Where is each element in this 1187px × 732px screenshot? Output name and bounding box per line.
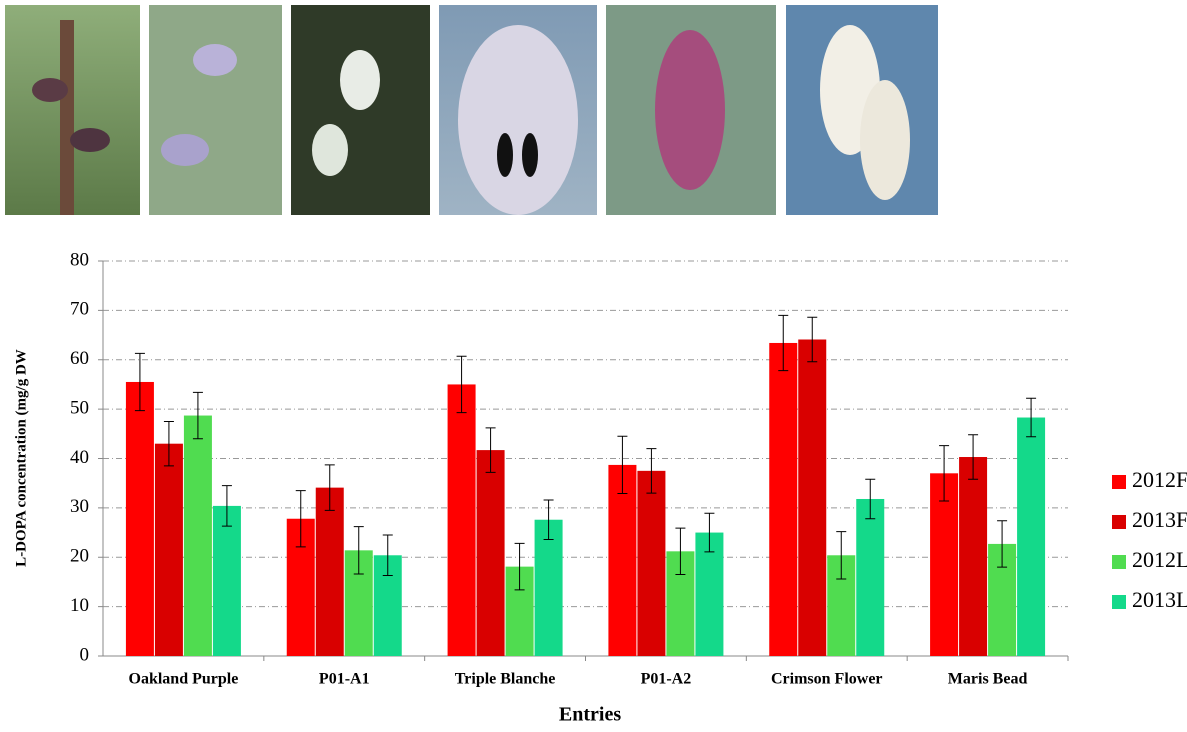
legend-swatch (1112, 475, 1126, 489)
legend-swatch (1112, 595, 1126, 609)
y-tick-label: 10 (70, 595, 89, 616)
bar (535, 520, 563, 656)
photo-flower (340, 50, 380, 110)
bar (448, 384, 476, 656)
bar (856, 499, 884, 656)
photo-stem (60, 20, 74, 215)
bar (477, 450, 505, 656)
bar (798, 340, 826, 656)
figure: L-DOPA concentration (mg/g DW Entries 0 1… (0, 0, 1187, 727)
bar (155, 444, 183, 656)
y-axis-label: L-DOPA concentration (mg/g DW (13, 349, 29, 567)
x-tick-label: Triple Blanche (455, 671, 556, 688)
photo-flower (312, 124, 348, 176)
photo-petal (458, 25, 578, 215)
photo-spot (497, 133, 513, 177)
photo-flower (161, 134, 209, 166)
legend-swatch (1112, 515, 1126, 529)
legend-label: 2013F (1132, 507, 1187, 532)
bar (637, 471, 665, 656)
y-tick-label: 70 (70, 299, 89, 320)
photo-petal (860, 80, 910, 200)
photo-flower (193, 44, 237, 76)
x-tick-label: Oakland Purple (129, 671, 239, 688)
y-tick-label: 40 (70, 447, 89, 468)
bar (959, 457, 987, 656)
x-tick-label: Crimson Flower (771, 671, 883, 688)
bar (126, 382, 154, 656)
legend-label: 2012F (1132, 467, 1187, 492)
y-tick-label: 50 (70, 397, 89, 418)
bar (213, 506, 241, 656)
y-tick-label: 60 (70, 348, 89, 369)
y-tick-label: 20 (70, 546, 89, 567)
legend-label: 2013L (1132, 587, 1187, 612)
x-tick-label: P01-A1 (319, 671, 370, 688)
x-tick-label: Maris Bead (948, 671, 1028, 688)
bar (184, 416, 212, 656)
photos (5, 5, 938, 215)
y-tick-label: 30 (70, 496, 89, 517)
bar (316, 488, 344, 656)
bar (1017, 418, 1045, 656)
photo-flower (655, 30, 725, 190)
legend-label: 2012L (1132, 547, 1187, 572)
bar (769, 343, 797, 656)
photo (149, 5, 282, 215)
y-tick-label: 0 (80, 644, 90, 665)
photo (291, 5, 430, 215)
legend-swatch (1112, 555, 1126, 569)
x-axis-label: Entries (559, 704, 621, 726)
photo-flower (70, 128, 110, 152)
photo-flower (32, 78, 68, 102)
x-tick-label: P01-A2 (641, 671, 692, 688)
y-tick-label: 80 (70, 249, 89, 270)
photo-spot (522, 133, 538, 177)
